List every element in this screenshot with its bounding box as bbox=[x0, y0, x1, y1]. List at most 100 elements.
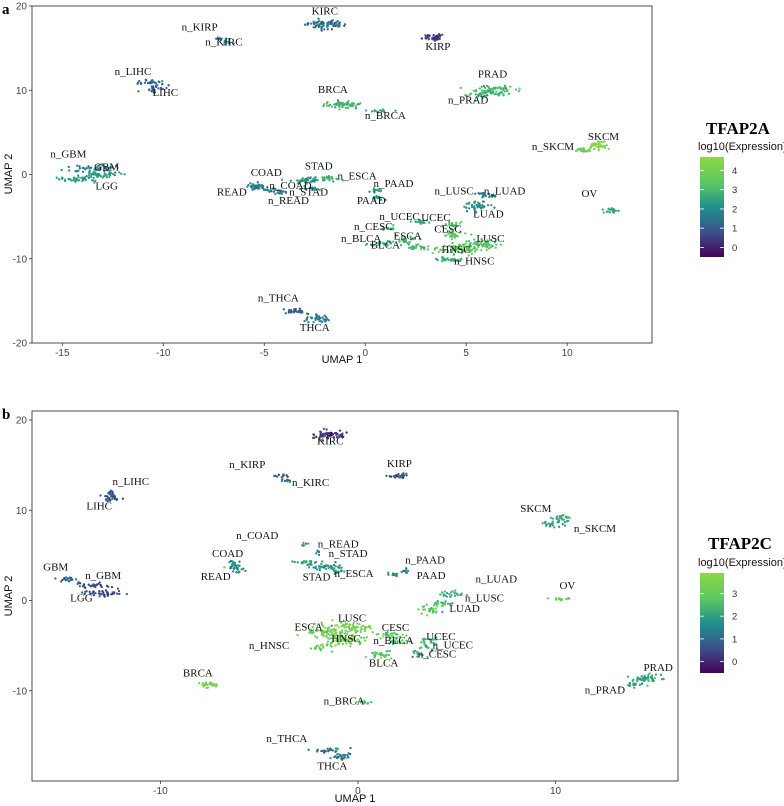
data-point bbox=[431, 607, 435, 610]
data-point bbox=[603, 140, 606, 143]
data-point bbox=[344, 106, 347, 109]
data-point bbox=[325, 315, 328, 319]
data-point bbox=[480, 92, 484, 95]
data-point bbox=[473, 192, 477, 195]
data-point bbox=[478, 192, 481, 195]
data-point bbox=[276, 475, 279, 478]
data-point bbox=[642, 679, 646, 682]
data-point bbox=[458, 222, 461, 225]
data-point bbox=[480, 248, 483, 252]
data-point bbox=[599, 144, 602, 147]
data-point bbox=[326, 747, 329, 750]
data-point bbox=[85, 174, 88, 178]
data-point bbox=[348, 641, 352, 645]
data-point bbox=[482, 84, 485, 88]
data-point bbox=[377, 110, 380, 113]
data-point bbox=[341, 636, 345, 640]
data-point bbox=[109, 498, 112, 501]
data-point bbox=[319, 644, 322, 647]
data-point bbox=[333, 755, 337, 759]
data-point bbox=[335, 624, 339, 627]
cluster-n-ucec bbox=[409, 219, 431, 225]
data-point bbox=[280, 475, 283, 479]
data-point bbox=[453, 236, 456, 239]
data-point bbox=[114, 171, 117, 174]
cluster-label: UCEC bbox=[426, 631, 455, 643]
colorbar-a bbox=[700, 157, 724, 257]
data-point bbox=[327, 565, 330, 568]
data-point bbox=[249, 182, 252, 185]
data-point bbox=[416, 650, 419, 653]
data-point bbox=[110, 495, 113, 498]
cluster-label: THCA bbox=[300, 322, 330, 334]
data-point bbox=[438, 35, 442, 38]
data-point bbox=[300, 310, 303, 313]
data-point bbox=[436, 599, 439, 603]
data-point bbox=[366, 702, 370, 705]
data-point bbox=[433, 248, 436, 251]
data-point bbox=[98, 174, 101, 177]
data-point bbox=[336, 643, 339, 646]
data-point bbox=[460, 251, 463, 255]
data-point bbox=[335, 433, 338, 437]
data-point bbox=[420, 641, 423, 644]
x-axis-title-b: UMAP 1 bbox=[335, 793, 376, 805]
cluster-n-lihc bbox=[136, 78, 164, 85]
data-point bbox=[215, 37, 218, 40]
data-point bbox=[223, 566, 226, 569]
data-point bbox=[484, 89, 487, 93]
data-point bbox=[329, 756, 332, 760]
data-point bbox=[567, 597, 571, 600]
data-point bbox=[335, 571, 338, 574]
data-point bbox=[358, 623, 361, 626]
data-point bbox=[307, 748, 310, 751]
data-point bbox=[601, 208, 604, 211]
data-point bbox=[70, 179, 73, 182]
data-point bbox=[493, 206, 496, 209]
data-point bbox=[232, 570, 235, 573]
colorbar-tick-label: 2 bbox=[732, 612, 737, 623]
data-point bbox=[417, 608, 420, 611]
data-point bbox=[362, 624, 365, 627]
data-point bbox=[318, 315, 321, 318]
data-point bbox=[480, 206, 483, 209]
data-point bbox=[403, 236, 406, 239]
data-point bbox=[106, 498, 109, 501]
data-point bbox=[322, 427, 326, 431]
data-point bbox=[509, 85, 512, 88]
data-point bbox=[115, 498, 119, 501]
data-point bbox=[103, 593, 106, 597]
data-point bbox=[426, 637, 429, 641]
data-point bbox=[339, 621, 343, 624]
data-point bbox=[301, 544, 304, 547]
data-point bbox=[354, 107, 358, 110]
data-point bbox=[313, 180, 316, 183]
cluster-n-thca bbox=[282, 307, 304, 315]
data-point bbox=[81, 179, 84, 183]
data-point bbox=[198, 681, 201, 685]
data-point bbox=[633, 683, 636, 686]
data-point bbox=[418, 647, 422, 650]
data-point bbox=[389, 228, 393, 231]
data-point bbox=[495, 243, 498, 246]
data-point bbox=[341, 642, 344, 646]
cluster-lusc bbox=[464, 238, 503, 252]
cluster-label: HNSC bbox=[331, 633, 360, 645]
data-point bbox=[120, 172, 123, 175]
data-point bbox=[435, 638, 438, 641]
data-point bbox=[116, 587, 120, 590]
data-point bbox=[219, 38, 223, 42]
data-point bbox=[381, 108, 384, 111]
data-point bbox=[346, 754, 349, 757]
data-point bbox=[327, 637, 330, 640]
data-point bbox=[385, 633, 389, 636]
data-point bbox=[397, 472, 400, 476]
data-point bbox=[494, 86, 497, 89]
data-point bbox=[409, 235, 412, 238]
cluster-skcm bbox=[589, 140, 610, 152]
data-point bbox=[363, 639, 367, 642]
data-point bbox=[223, 41, 226, 44]
data-point bbox=[372, 244, 376, 247]
cluster-paad bbox=[386, 571, 399, 578]
data-point bbox=[108, 175, 111, 179]
